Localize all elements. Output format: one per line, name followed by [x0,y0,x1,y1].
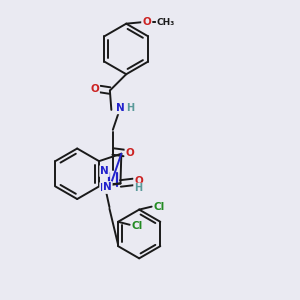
Text: N: N [103,182,112,192]
Text: CH₃: CH₃ [157,18,175,27]
Text: O: O [125,148,134,158]
Text: N: N [100,166,109,176]
Text: N: N [116,103,125,113]
Text: O: O [90,84,99,94]
Text: O: O [142,16,151,27]
Text: O: O [134,176,143,186]
Text: N: N [100,183,109,193]
Text: Cl: Cl [132,221,143,231]
Text: H: H [134,184,143,194]
Text: H: H [127,103,135,113]
Text: Cl: Cl [154,202,165,212]
